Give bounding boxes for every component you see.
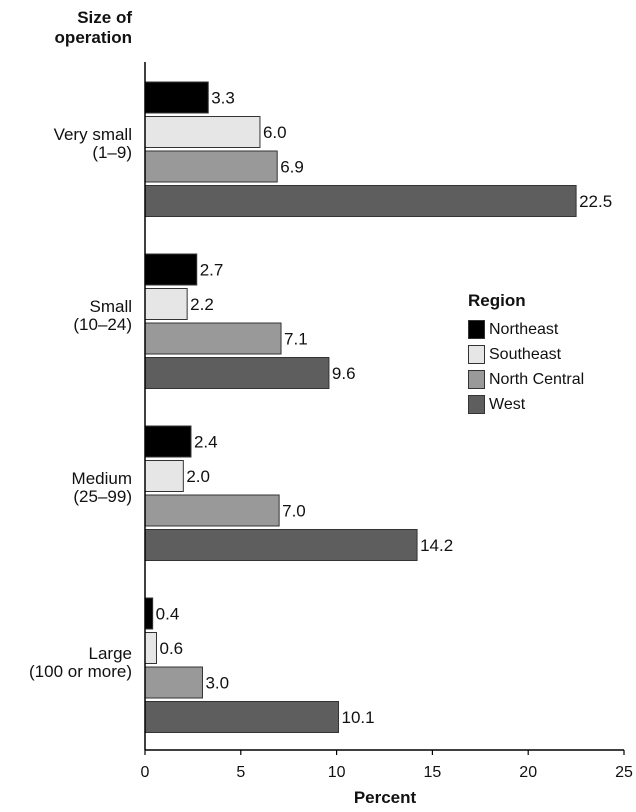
legend-swatch	[468, 320, 485, 339]
data-label: 3.3	[211, 89, 235, 108]
legend-label: North Central	[489, 370, 585, 388]
x-tick-label: 10	[328, 764, 346, 781]
x-tick-label: 0	[141, 764, 150, 781]
category-range: (1–9)	[92, 143, 132, 162]
legend-swatch	[468, 370, 485, 389]
data-label: 7.1	[284, 330, 308, 349]
y-axis-title: Size of operation	[0, 8, 132, 48]
x-tick-label: 5	[236, 764, 245, 781]
legend-item-southeast: Southeast	[468, 344, 584, 365]
category-range: (100 or more)	[29, 662, 132, 681]
data-label: 7.0	[282, 502, 306, 521]
bar	[144, 357, 330, 389]
category-name: Large	[88, 644, 132, 663]
data-label: 2.4	[194, 433, 218, 452]
bar	[144, 494, 280, 527]
category-label-small: Small (10–24)	[0, 298, 132, 334]
x-axis-title: Percent	[353, 788, 417, 807]
legend-swatch	[468, 395, 485, 414]
bar	[144, 185, 577, 217]
category-name: Very small	[53, 125, 132, 144]
y-axis-title-line-2: operation	[54, 28, 132, 47]
legend-item-west: West	[468, 394, 584, 415]
bar	[144, 460, 184, 492]
bar	[144, 529, 418, 561]
legend-label: West	[489, 395, 526, 413]
x-tick-label: 20	[519, 764, 537, 781]
data-label: 2.2	[190, 295, 214, 314]
y-axis-title-line-1: Size of	[77, 8, 132, 27]
category-label-very-small: Very small (1–9)	[0, 126, 132, 162]
bar	[144, 116, 261, 148]
data-label: 2.0	[186, 467, 210, 486]
legend-item-northeast: Northeast	[468, 319, 584, 340]
data-label: 9.6	[332, 364, 356, 383]
bar	[144, 322, 282, 355]
legend-title: Region	[468, 291, 526, 310]
legend-label: Northeast	[489, 320, 559, 338]
data-label: 10.1	[342, 708, 375, 727]
data-label: 6.9	[280, 158, 304, 177]
data-label: 2.7	[200, 261, 224, 280]
category-label-large: Large (100 or more)	[0, 645, 132, 681]
category-range: (25–99)	[73, 487, 132, 506]
legend-label: Southeast	[489, 345, 562, 363]
bar	[144, 632, 157, 664]
category-name: Medium	[71, 469, 132, 488]
data-label: 6.0	[263, 123, 287, 142]
legend-swatch	[468, 345, 485, 364]
data-label: 0.6	[159, 639, 183, 658]
bar	[144, 81, 209, 114]
legend-item-north-central: North Central	[468, 369, 584, 390]
category-range: (10–24)	[73, 315, 132, 334]
bar	[144, 150, 278, 183]
bar	[144, 701, 340, 733]
x-tick-label: 25	[615, 764, 633, 781]
data-label: 22.5	[579, 192, 612, 211]
bar	[144, 597, 154, 630]
x-tick-label: 15	[424, 764, 442, 781]
bar	[144, 666, 203, 699]
data-label: 0.4	[156, 605, 180, 624]
bar	[144, 425, 192, 458]
category-name: Small	[89, 297, 132, 316]
category-label-medium: Medium (25–99)	[0, 470, 132, 506]
legend: Region Northeast Southeast North Central…	[468, 291, 584, 419]
data-label: 14.2	[420, 536, 453, 555]
bar	[144, 288, 188, 320]
data-label: 3.0	[205, 674, 229, 693]
bar	[144, 253, 198, 286]
